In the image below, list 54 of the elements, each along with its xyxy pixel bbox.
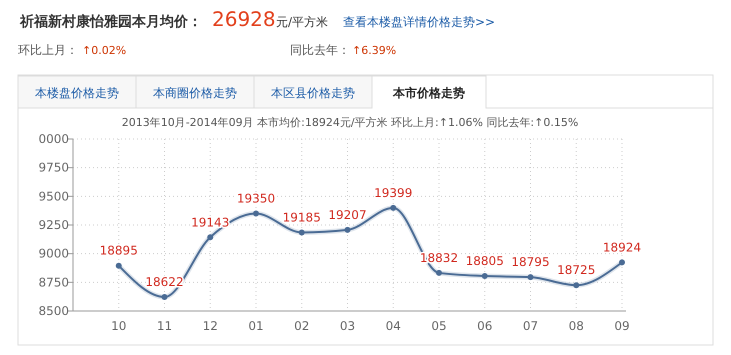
text: 元/平方米 — [276, 15, 328, 29]
data-label: 19350 — [236, 192, 276, 206]
x-tick-label: 04 — [386, 319, 401, 333]
x-tick-label: 12 — [202, 319, 218, 333]
data-label: 19207 — [328, 208, 367, 222]
x-tick-label: 10 — [111, 319, 126, 333]
text: ↑6.39% — [352, 44, 396, 57]
x-tick-label: 03 — [340, 319, 356, 333]
point — [298, 229, 305, 236]
data-label: 18805 — [466, 254, 504, 268]
x-tick-label: 01 — [248, 319, 264, 333]
point — [573, 282, 580, 288]
data-label: 19399 — [374, 186, 412, 200]
text: 8750 — [38, 275, 69, 290]
data-label: 19185 — [282, 210, 321, 224]
text: 9000 — [38, 246, 69, 261]
text: 祈福新村康怡雅园本月均价： — [19, 13, 202, 30]
point — [116, 262, 122, 269]
chart-title: 2013年10月-2014年09月 本市均价:18924元/平方米 环比上月:↑1.06% 同比去年:↑0.15% — [122, 116, 578, 129]
point — [528, 274, 534, 280]
data-label: 18895 — [100, 244, 138, 258]
text: 本区县价格走势 — [271, 86, 355, 100]
x-tick-label: 09 — [614, 319, 630, 333]
text: 查看本楼盘详情价格走势>> — [343, 15, 496, 29]
x-tick-label: 08 — [568, 319, 584, 333]
x-tick-label: 06 — [477, 319, 492, 333]
x-tick-label: 02 — [294, 319, 310, 333]
data-label: 18924 — [602, 240, 642, 254]
text: 9250 — [38, 218, 69, 232]
text: 本楼盘价格走势 — [35, 86, 119, 100]
point — [253, 210, 259, 217]
point — [390, 204, 396, 211]
data-label: 18795 — [511, 255, 550, 270]
data-label: 19143 — [191, 215, 230, 230]
text: ↑0.02% — [82, 44, 126, 57]
text: 本商圈价格走势 — [153, 86, 237, 100]
text: 26928 — [212, 7, 276, 31]
text: 9750 — [38, 160, 69, 175]
text: 0000 — [38, 132, 69, 146]
text: 本市价格走势 — [392, 86, 465, 100]
point — [619, 259, 625, 266]
text: 环比上月： — [18, 43, 78, 57]
point — [436, 270, 442, 276]
text: 8500 — [38, 304, 69, 318]
text: 同比去年： — [290, 43, 350, 57]
point — [207, 234, 214, 240]
point — [162, 294, 168, 300]
x-tick-label: 07 — [522, 319, 538, 333]
point — [344, 226, 350, 233]
data-label: 18725 — [557, 263, 596, 278]
x-tick-label: 05 — [431, 319, 447, 333]
text: 9500 — [38, 189, 69, 204]
point — [482, 273, 488, 280]
x-tick-label: 11 — [156, 319, 172, 333]
